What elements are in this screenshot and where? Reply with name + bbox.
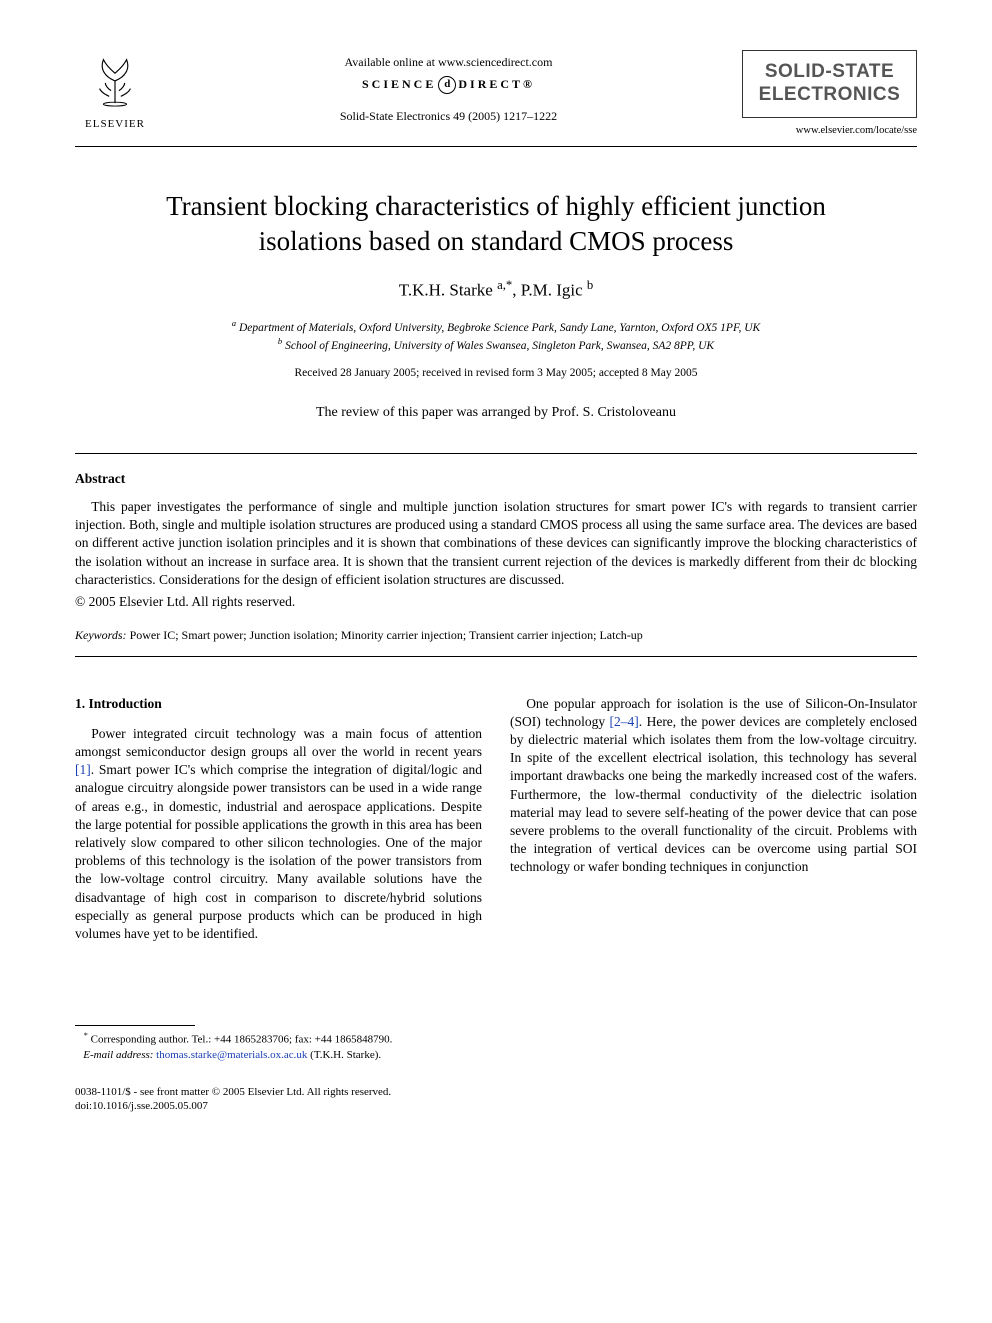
header-center: Available online at www.sciencedirect.co… [155, 50, 742, 125]
issn-line: 0038-1101/$ - see front matter © 2005 El… [75, 1085, 917, 1099]
footnote-email-label: E-mail address: [83, 1049, 153, 1061]
section-1-para-1: Power integrated circuit technology was … [75, 725, 482, 944]
affiliations: a Department of Materials, Oxford Univer… [75, 317, 917, 355]
abstract-text: This paper investigates the performance … [75, 498, 917, 589]
page-header: ELSEVIER Available online at www.science… [75, 50, 917, 138]
bottom-meta: 0038-1101/$ - see front matter © 2005 El… [75, 1085, 917, 1114]
journal-title-line2: ELECTRONICS [751, 84, 908, 107]
section-1-heading: 1. Introduction [75, 695, 482, 713]
ref-link-2-4[interactable]: [2–4] [610, 714, 639, 729]
ref-link-1[interactable]: [1] [75, 762, 91, 777]
review-note: The review of this paper was arranged by… [75, 404, 917, 423]
science-direct-logo: SCIENCEdDIRECT® [155, 76, 742, 94]
keywords-list: Power IC; Smart power; Junction isolatio… [130, 628, 643, 642]
elsevier-tree-icon [86, 50, 144, 108]
publisher-logo: ELSEVIER [75, 50, 155, 132]
body-columns: 1. Introduction Power integrated circuit… [75, 695, 917, 1063]
available-online-text: Available online at www.sciencedirect.co… [155, 54, 742, 70]
section-1-para-2: One popular approach for isolation is th… [510, 695, 917, 877]
affiliation-b: b School of Engineering, University of W… [75, 335, 917, 354]
footnote-separator [75, 1025, 195, 1026]
abstract-bottom-rule [75, 656, 917, 657]
publisher-name: ELSEVIER [75, 117, 155, 132]
science-direct-right: DIRECT® [458, 77, 535, 91]
abstract-copyright: © 2005 Elsevier Ltd. All rights reserved… [75, 593, 917, 611]
keywords: Keywords: Power IC; Smart power; Junctio… [75, 627, 917, 643]
header-rule [75, 146, 917, 147]
journal-url: www.elsevier.com/locate/sse [742, 124, 917, 138]
doi-line: doi:10.1016/j.sse.2005.05.007 [75, 1099, 917, 1113]
article-dates: Received 28 January 2005; received in re… [75, 366, 917, 382]
authors: T.K.H. Starke a,*, P.M. Igic b [75, 277, 917, 303]
abstract-heading: Abstract [75, 470, 917, 488]
journal-title-line1: SOLID-STATE [751, 61, 908, 84]
abstract-top-rule [75, 453, 917, 454]
footnote-corr: Corresponding author. Tel.: +44 18652837… [91, 1034, 393, 1046]
affiliation-a: a Department of Materials, Oxford Univer… [75, 317, 917, 336]
journal-box: SOLID-STATE ELECTRONICS www.elsevier.com… [742, 50, 917, 138]
science-direct-left: SCIENCE [362, 77, 436, 91]
footnote-email[interactable]: thomas.starke@materials.ox.ac.uk [156, 1049, 307, 1061]
article-title: Transient blocking characteristics of hi… [115, 189, 877, 259]
at-icon: d [438, 76, 456, 94]
journal-reference: Solid-State Electronics 49 (2005) 1217–1… [155, 108, 742, 124]
journal-title-box: SOLID-STATE ELECTRONICS [742, 50, 917, 118]
keywords-label: Keywords: [75, 628, 127, 642]
corresponding-author-footnote: * Corresponding author. Tel.: +44 186528… [75, 1030, 482, 1062]
footnote-email-tail: (T.K.H. Starke). [310, 1049, 381, 1061]
